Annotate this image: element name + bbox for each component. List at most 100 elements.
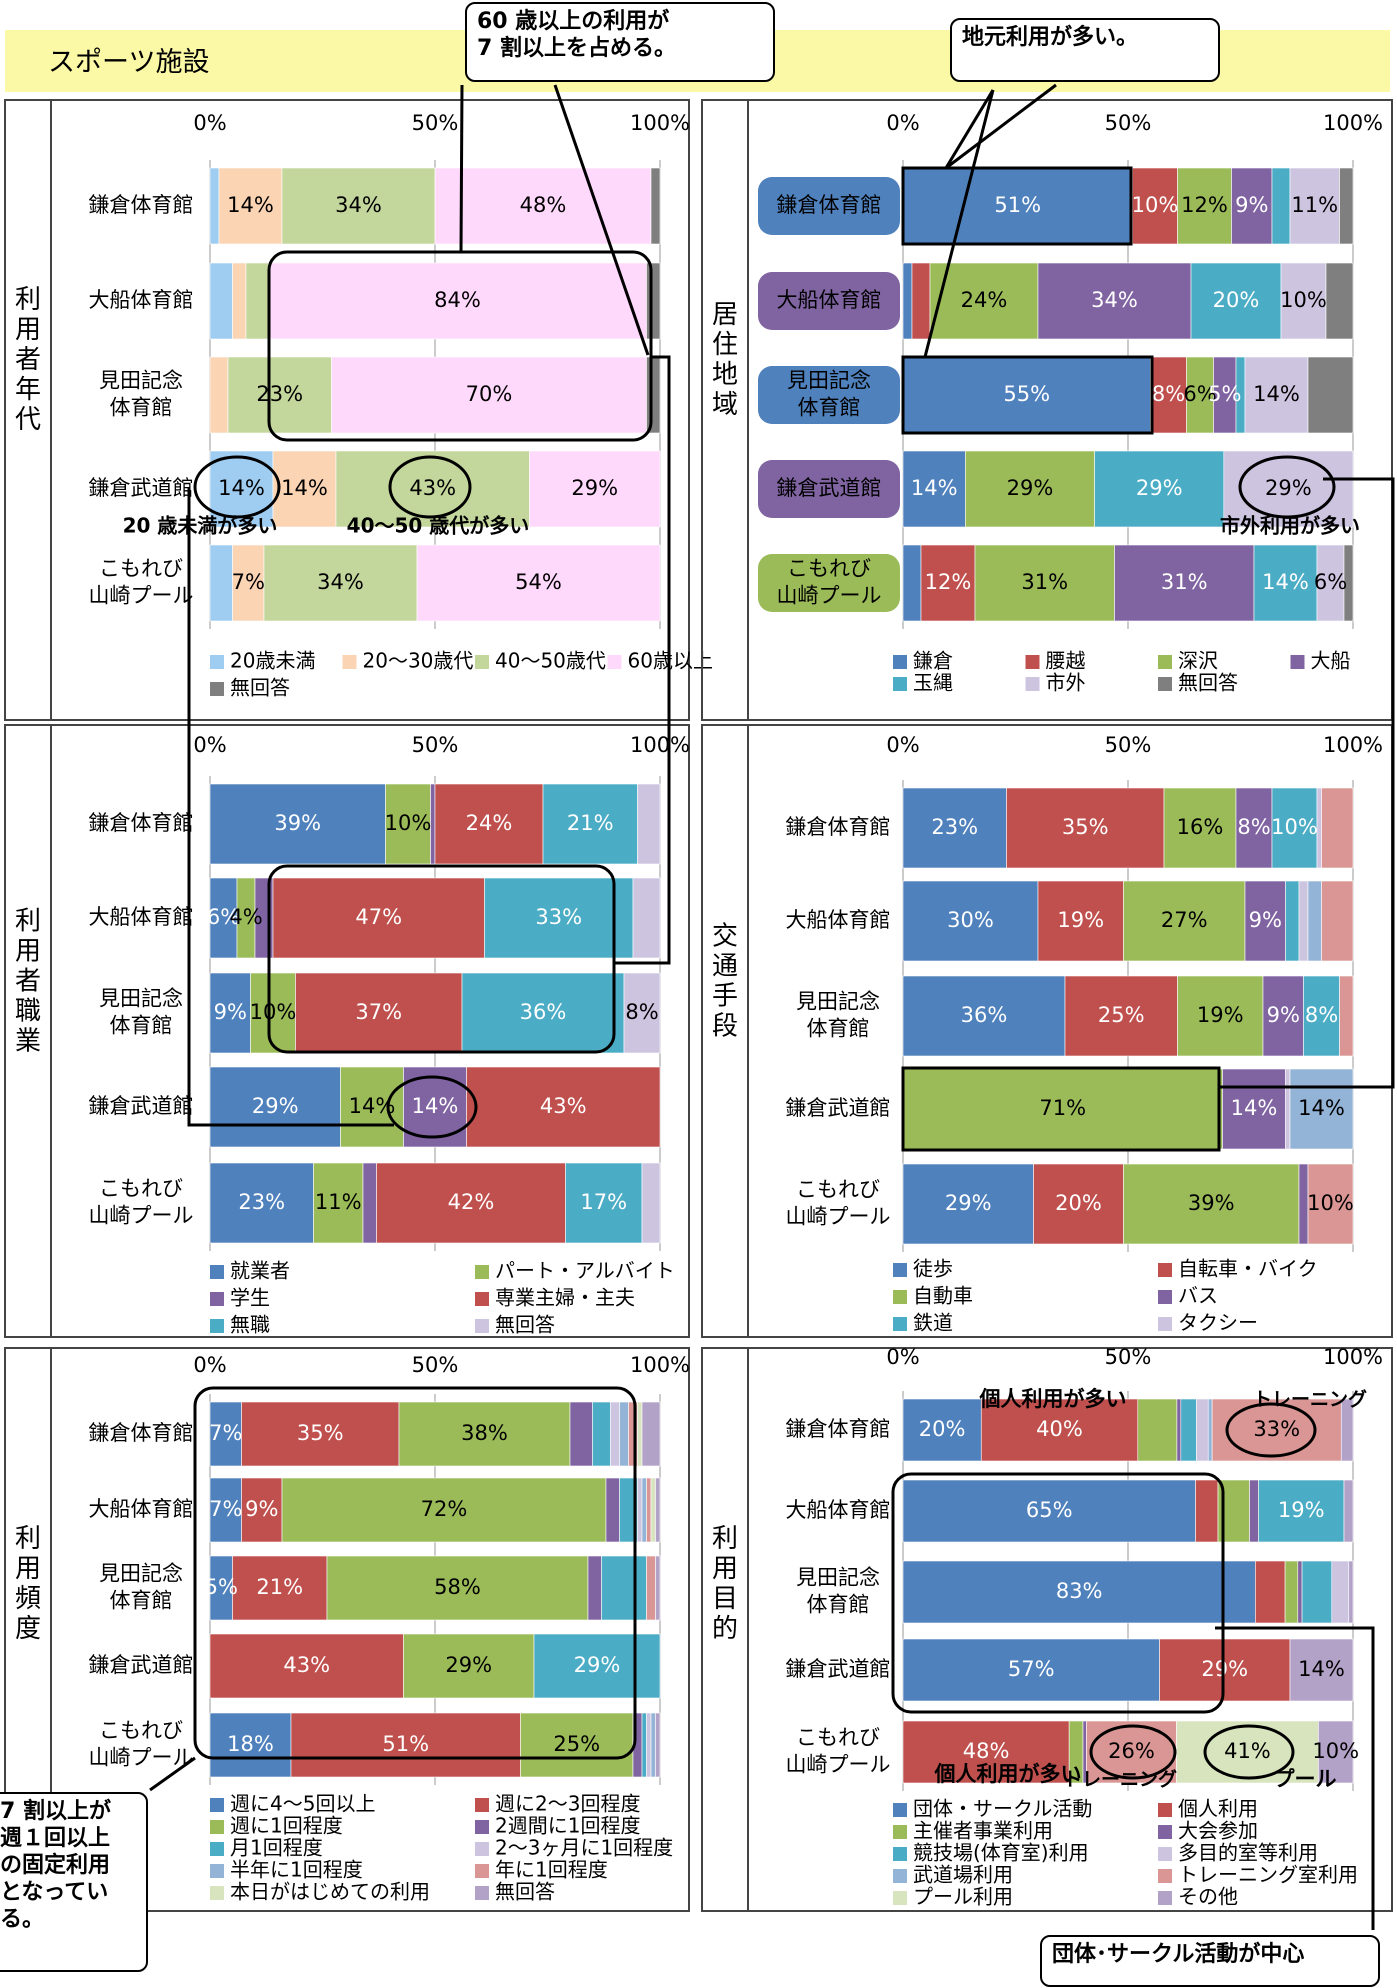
bar-segment (272, 450, 337, 528)
bar-segment (911, 262, 931, 340)
category-label: 見田記念 (796, 989, 880, 1013)
legend-label: 主催者事業利用 (913, 1819, 1053, 1843)
category-label: 山崎プール (777, 584, 882, 608)
x-tick-label: 50% (1105, 1345, 1152, 1369)
connector-line (1219, 477, 1395, 1089)
data-label: 29% (945, 1191, 992, 1215)
legend-swatch (893, 1290, 907, 1304)
legend-label: パート・アルバイト (495, 1259, 675, 1283)
bar-segment (1253, 544, 1318, 622)
category-label: こもれび (99, 556, 183, 580)
x-tick-label: 50% (412, 733, 459, 757)
category-label: こもれび (796, 1725, 880, 1749)
category-badge (758, 460, 900, 518)
data-label: 55% (1003, 382, 1050, 406)
legend-swatch (210, 1798, 224, 1812)
pointer-line (149, 1756, 196, 1792)
panel-label-char: 頻 (15, 1584, 41, 1614)
bar-segment (902, 1638, 1160, 1702)
bar-segment (646, 1477, 652, 1543)
data-label: 83% (1056, 1579, 1103, 1603)
page-title: スポーツ施設 (48, 47, 210, 78)
x-tick-label: 0% (193, 733, 226, 757)
legend-swatch (475, 1798, 489, 1812)
category-label: 大船体育館 (89, 905, 194, 929)
bar-segment (650, 167, 661, 245)
legend-swatch (893, 1847, 907, 1861)
bar-segment (619, 1401, 629, 1467)
panel-label-char: 者 (15, 967, 41, 997)
category-badge (758, 177, 900, 235)
bar-segment (902, 1163, 1034, 1245)
annotation-residence-outside: 市外利用が多い (1220, 514, 1360, 538)
bar-segment (974, 544, 1115, 622)
panel-label-char: 用 (712, 1554, 738, 1584)
data-label: 51% (382, 1732, 429, 1756)
data-label: 14% (1298, 1657, 1345, 1681)
bar-segment (637, 1401, 643, 1467)
category-label: 大船体育館 (786, 908, 891, 932)
x-tick-label: 0% (886, 1345, 919, 1369)
data-label: 23% (931, 815, 978, 839)
category-label: 見田記念 (787, 368, 871, 392)
data-label: 14% (1231, 1096, 1278, 1120)
legend-label: 大船 (1311, 649, 1351, 673)
legend-swatch (475, 1864, 489, 1878)
x-tick-label: 100% (630, 733, 690, 757)
bar-segment (1285, 880, 1300, 962)
category-label: 山崎プール (786, 1205, 891, 1229)
panel-label-char: 用 (15, 315, 41, 345)
bar-segment (605, 1477, 620, 1543)
annotation-purpose-individual-top: 個人利用が多い (979, 1387, 1127, 1411)
legend-swatch (210, 1864, 224, 1878)
legend-swatch (893, 1869, 907, 1883)
legend-label: プール利用 (913, 1885, 1013, 1909)
highlight-ellipse-residence-outside (1238, 455, 1336, 519)
data-label: 43% (409, 476, 456, 500)
highlight-ellipse-age-under20 (193, 455, 281, 519)
data-label: 29% (252, 1094, 299, 1118)
bar-segment (646, 1712, 652, 1778)
data-label: 8% (625, 1000, 658, 1024)
legend-swatch (210, 655, 224, 669)
highlight-frame-residence-mita (901, 355, 1154, 435)
highlight-ellipse-age-4050 (388, 455, 472, 519)
data-label: 4% (229, 905, 262, 929)
bar-segment (232, 544, 265, 622)
panel-label-char: 居 (712, 300, 738, 330)
bar-segment (1285, 1068, 1291, 1150)
legend-swatch (893, 1317, 907, 1331)
bar-segment (1325, 262, 1354, 340)
legend-swatch (607, 655, 622, 669)
data-label: 20% (919, 1417, 966, 1441)
data-label: 36% (961, 1003, 1008, 1027)
annotation-age-under20: 20 歳未満が多い (123, 514, 278, 538)
data-label: 9% (1235, 193, 1268, 217)
data-label: 7% (209, 1497, 242, 1521)
legend-swatch (475, 1319, 489, 1333)
legend-label: 40～50歳代 (495, 649, 606, 673)
data-label: 29% (1007, 476, 1054, 500)
bar-segment (641, 1401, 661, 1467)
legend-label: 無回答 (230, 676, 290, 700)
bar-segment (326, 1555, 589, 1621)
bar-segment (1289, 1068, 1354, 1150)
bar-segment (623, 972, 661, 1054)
pointer-line (553, 84, 650, 356)
legend-swatch (475, 1886, 489, 1900)
data-label: 11% (1291, 193, 1338, 217)
legend-swatch (210, 1265, 224, 1279)
data-label: 29% (1201, 1657, 1248, 1681)
data-label: 14% (281, 476, 328, 500)
panel-label-char: 利 (712, 1524, 738, 1554)
bar-segment (290, 1712, 521, 1778)
category-badge (758, 366, 900, 424)
pointer-line (945, 83, 1057, 170)
category-label: 鎌倉武道館 (786, 1096, 891, 1120)
legend-swatch (1025, 655, 1040, 669)
data-label: 57% (1008, 1657, 1055, 1681)
connector-line (1215, 1626, 1375, 1930)
pointer-line (459, 84, 464, 253)
x-tick-label: 50% (412, 1353, 459, 1377)
bar-segment (484, 877, 634, 959)
